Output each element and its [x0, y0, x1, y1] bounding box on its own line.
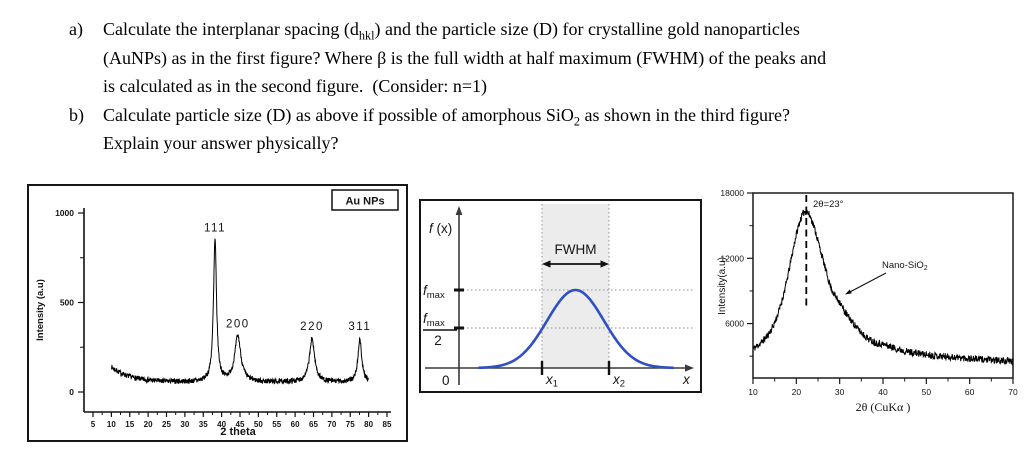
x-tick-label: 40 [217, 420, 226, 429]
series-label: Nano-SiO2 [882, 260, 928, 272]
question-marker: a) [69, 19, 83, 39]
x-tick-label: 25 [162, 420, 171, 429]
y-tick-label: 18000 [720, 188, 744, 198]
question-block: a) Calculate the interplanar spacing (dh… [69, 15, 1004, 158]
y-tick-label: 500 [60, 298, 74, 308]
question-line: Calculate the interplanar spacing (dhkl)… [103, 19, 800, 43]
nano-sio2-xrd-chart: 6000 12000 18000 10 20 30 40 50 60 70 Intensity(a.… [717, 188, 1018, 414]
x-tick-label: 30 [180, 420, 189, 429]
x-tick-label: 70 [327, 420, 336, 429]
peak-label-311: 311 [348, 321, 371, 333]
legend-box [331, 189, 399, 211]
x-axis-label: 2 theta [220, 426, 256, 438]
y-tick-label: 6000 [725, 319, 744, 329]
question-line: Explain your answer physically? [103, 133, 339, 153]
question-text: Calculate the interplanar spacing (dhkl)… [103, 15, 826, 101]
x-tick-label: 65 [309, 420, 318, 429]
x-axis-arrow [685, 364, 694, 372]
legend-label: Au NPs [345, 196, 384, 208]
fwhm-diagram: FWHM f (x) fmax fmax 2 0 x1 x2 x [423, 204, 694, 390]
y-axis-arrow [455, 206, 463, 215]
y-axis-label: Intensity (a.u) [35, 279, 46, 341]
xrd-trace-au [111, 238, 369, 385]
figure-au-nps-xrd: 5 10 15 20 25 30 35 40 45 50 55 60 65 70 75 80 85 0 500 100… [27, 184, 408, 442]
fmax-label: fmax [423, 283, 445, 301]
half-max-numerator: fmax [423, 311, 445, 329]
x-tick-label: 60 [965, 387, 975, 397]
figure-nano-sio2-xrd: 6000 12000 18000 10 20 30 40 50 60 70 Intensity(a.… [716, 181, 1024, 427]
question-marker: b) [69, 104, 84, 125]
x-tick-label: 40 [878, 387, 888, 397]
peak-label-111: 111 [204, 223, 226, 235]
x-tick-label: 60 [291, 420, 300, 429]
x2-label: x2 [612, 372, 625, 390]
x-tick-label: 75 [346, 420, 355, 429]
x-tick-label: 15 [125, 420, 134, 429]
au-nps-xrd-chart: 5 10 15 20 25 30 35 40 45 50 55 60 65 70 75 80 85 0 500 100… [35, 189, 399, 438]
x-axis-label: x [682, 372, 691, 387]
y-tick-label: 12000 [720, 253, 744, 263]
x-tick-label: 10 [748, 387, 758, 397]
x-tick-label: 50 [922, 387, 932, 397]
y-tick-label: 1000 [55, 208, 74, 218]
x-tick-label: 85 [383, 420, 392, 429]
x-tick-label: 20 [792, 387, 802, 397]
annotation-arrow-head [845, 289, 852, 295]
annotation-arrow [846, 272, 887, 294]
gaussian-curve [477, 288, 675, 370]
peak-annotation: 2θ=23° [813, 199, 844, 210]
y-tick-label: 0 [69, 387, 74, 397]
fwhm-arrow-right-head [600, 260, 609, 268]
plot-frame [752, 192, 1014, 379]
x-tick-label: 30 [835, 387, 845, 397]
x-tick-label: 80 [364, 420, 373, 429]
xrd-trace-sio2 [752, 209, 1014, 366]
x-tick-label: 55 [272, 420, 281, 429]
x-axis-label: 2θ (CuKα ) [856, 400, 911, 414]
question-line: (AuNPs) as in the first figure? Where β … [103, 47, 827, 68]
question-line: Calculate particle size (D) as above if … [103, 104, 790, 129]
question-b: b) Calculate particle size (D) as above … [69, 101, 1004, 158]
x-tick-label: 70 [1008, 387, 1018, 397]
peak-label-220: 220 [300, 321, 324, 333]
fwhm-band [542, 204, 609, 368]
fwhm-arrow-left-head [542, 260, 551, 268]
question-text: Calculate particle size (D) as above if … [103, 101, 790, 158]
y-axis-label: Intensity(a.u) [717, 257, 728, 315]
figure-fwhm-diagram: FWHM f (x) fmax fmax 2 0 x1 x2 x [419, 199, 702, 393]
x-tick-label: 45 [236, 420, 245, 429]
question-line: is calculated as in the second figure. (… [103, 76, 488, 96]
peak-label-200: 200 [226, 319, 250, 331]
x-tick-label: 50 [254, 420, 263, 429]
x-tick-label: 5 [91, 420, 96, 429]
half-max-denominator: 2 [434, 333, 442, 348]
fwhm-label: FWHM [555, 242, 597, 257]
y-axis-label: f (x) [429, 221, 452, 236]
x-tick-label: 35 [199, 420, 208, 429]
question-a: a) Calculate the interplanar spacing (dh… [69, 15, 1004, 101]
x1-label: x1 [545, 372, 558, 390]
x-tick-label: 20 [144, 420, 153, 429]
x-tick-label: 10 [107, 420, 116, 429]
origin-label: 0 [442, 373, 450, 388]
